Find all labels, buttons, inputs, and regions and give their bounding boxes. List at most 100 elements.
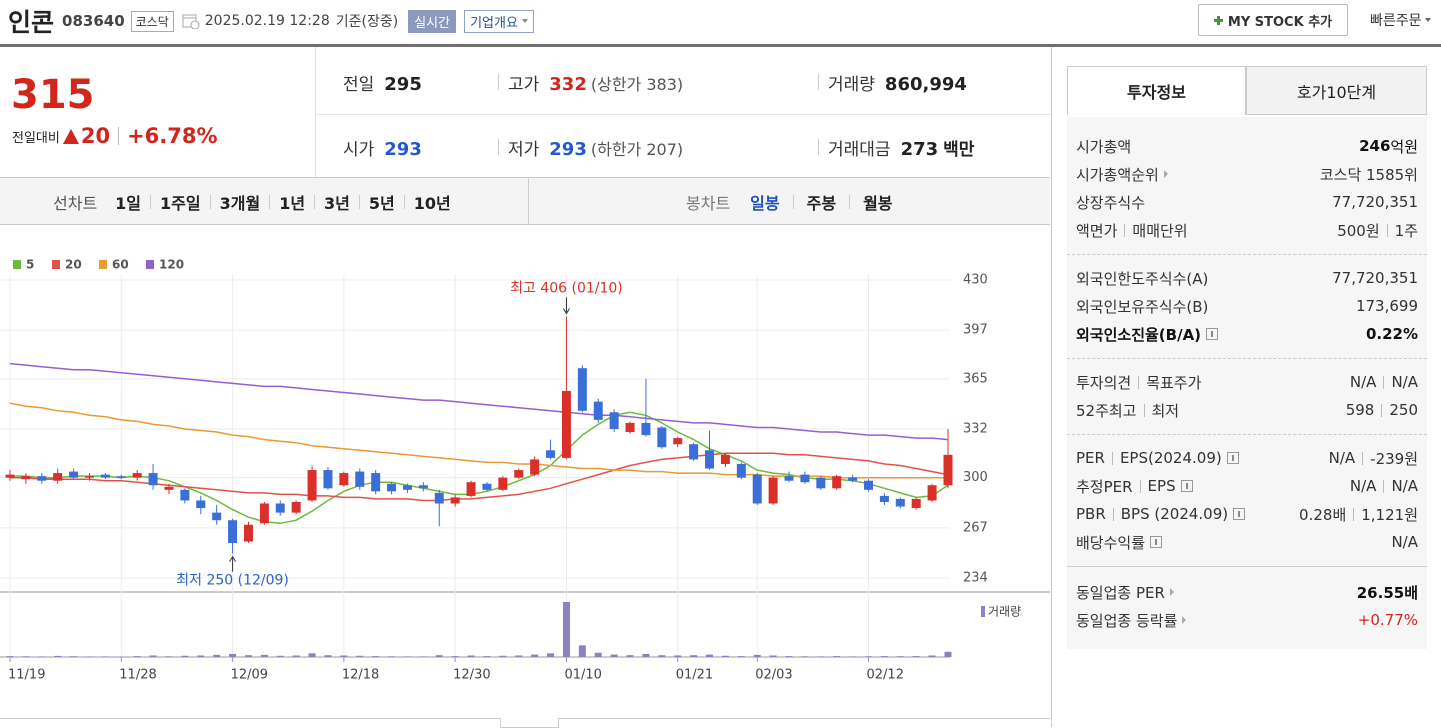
- x-tick-label: 12/30: [453, 668, 490, 683]
- separator: [359, 195, 360, 209]
- quick-order[interactable]: 빠른주문: [1370, 10, 1431, 30]
- info-label: 액면가: [1076, 220, 1117, 241]
- overview-button[interactable]: 기업개요: [464, 10, 534, 33]
- volume-bar: [324, 655, 331, 657]
- info-value: N/A: [1329, 449, 1356, 467]
- info-row: 외국인소진율(B/A) 0.22%: [1076, 320, 1418, 348]
- volume-bar: [945, 652, 952, 657]
- info-labels: 외국인보유주식수(B): [1076, 296, 1208, 317]
- volume-bar: [261, 655, 268, 657]
- volume-bar: [801, 656, 808, 657]
- info-value: N/A: [1350, 373, 1377, 391]
- separator: [1140, 480, 1141, 493]
- volume-bar: [515, 655, 522, 657]
- calendar-icon: [182, 13, 200, 29]
- candle-type-tab[interactable]: 주봉: [807, 190, 836, 214]
- link-arrow[interactable]: [1182, 616, 1186, 624]
- period-tab[interactable]: 3년: [324, 190, 350, 214]
- period-tab[interactable]: 1일: [115, 190, 141, 214]
- info-values: 77,720,351: [1332, 269, 1418, 287]
- info-tab[interactable]: 투자정보: [1067, 66, 1246, 115]
- separator: [404, 195, 405, 209]
- volume-bar: [245, 655, 252, 657]
- info-values: 26.55배: [1357, 582, 1418, 603]
- x-tick-label: 12/09: [231, 668, 268, 683]
- info-tab[interactable]: 호가10단계: [1246, 66, 1427, 115]
- candle-body: [244, 525, 253, 542]
- separator: [1113, 508, 1114, 521]
- candle-body: [21, 476, 30, 479]
- candle-body: [769, 478, 778, 504]
- info-value: N/A: [1391, 533, 1418, 551]
- y-tick-label: 397: [963, 323, 988, 338]
- separator: [1144, 404, 1145, 417]
- volume-bar: [674, 655, 681, 657]
- info-label: 외국인보유주식수(B): [1076, 296, 1208, 317]
- volume-bar: [404, 656, 411, 657]
- info-value: 26.55배: [1357, 582, 1418, 603]
- info-value: +0.77%: [1358, 611, 1418, 629]
- info-labels: 외국인소진율(B/A): [1076, 324, 1218, 345]
- info-value: 0.28배: [1299, 504, 1346, 525]
- info-row: 동일업종 등락률 +0.77%: [1076, 606, 1418, 634]
- help-icon[interactable]: [1233, 508, 1245, 520]
- link-arrow[interactable]: [1170, 588, 1174, 596]
- header-rule: [0, 44, 1441, 47]
- legend-swatch: [52, 260, 60, 269]
- candle-body: [467, 482, 476, 496]
- volume-bar: [817, 656, 824, 657]
- volume-bar: [420, 656, 427, 657]
- summary-label: 거래량: [828, 70, 875, 95]
- volume-bar: [897, 656, 904, 657]
- help-icon[interactable]: [1150, 536, 1162, 548]
- volume-bar: [483, 656, 490, 657]
- period-tab[interactable]: 10년: [414, 190, 451, 214]
- my-stock-button[interactable]: MY STOCK 추가: [1198, 4, 1348, 36]
- period-tab[interactable]: 3개월: [220, 190, 261, 214]
- info-labels: 동일업종 등락률: [1076, 610, 1186, 631]
- help-icon[interactable]: [1181, 480, 1193, 492]
- candle-type-tab[interactable]: 일봉: [750, 190, 779, 214]
- candle-body: [864, 481, 873, 490]
- candle-body: [323, 470, 332, 488]
- quick-order-label: 빠른주문: [1370, 10, 1422, 30]
- candle-body: [164, 487, 173, 490]
- info-value: 0.22%: [1366, 325, 1418, 343]
- separator: [498, 139, 499, 155]
- info-values: 77,720,351: [1332, 193, 1418, 211]
- realtime-button[interactable]: 실시간: [408, 10, 456, 33]
- volume-bar: [929, 655, 936, 657]
- candle-body: [641, 423, 650, 435]
- info-label: PBR: [1076, 505, 1106, 523]
- change-value: 20: [81, 124, 110, 148]
- info-label: 시가총액순위: [1076, 164, 1159, 185]
- y-tick-label: 300: [963, 470, 988, 485]
- separator: [210, 195, 211, 209]
- help-icon[interactable]: [1206, 328, 1218, 340]
- candle-body: [228, 520, 237, 543]
- link-arrow[interactable]: [1164, 170, 1168, 178]
- candle-body: [53, 473, 62, 481]
- volume-bar: [658, 655, 665, 657]
- period-tab[interactable]: 1주일: [160, 190, 201, 214]
- candle-type-tab[interactable]: 월봉: [863, 190, 892, 214]
- info-label: BPS (2024.09): [1121, 505, 1228, 523]
- y-tick-label: 365: [963, 371, 988, 386]
- divider: [315, 114, 1051, 115]
- period-tab[interactable]: 1년: [279, 190, 305, 214]
- period-tab[interactable]: 5년: [369, 190, 395, 214]
- x-tick-label: 11/28: [119, 668, 156, 683]
- help-icon[interactable]: [1227, 452, 1239, 464]
- candle-body: [705, 450, 714, 468]
- datetime: 2025.02.19 12:28: [205, 13, 330, 29]
- info-label: 외국인한도주식수(A): [1076, 268, 1208, 289]
- low-annotation: 최저 250 (12/09): [176, 573, 289, 589]
